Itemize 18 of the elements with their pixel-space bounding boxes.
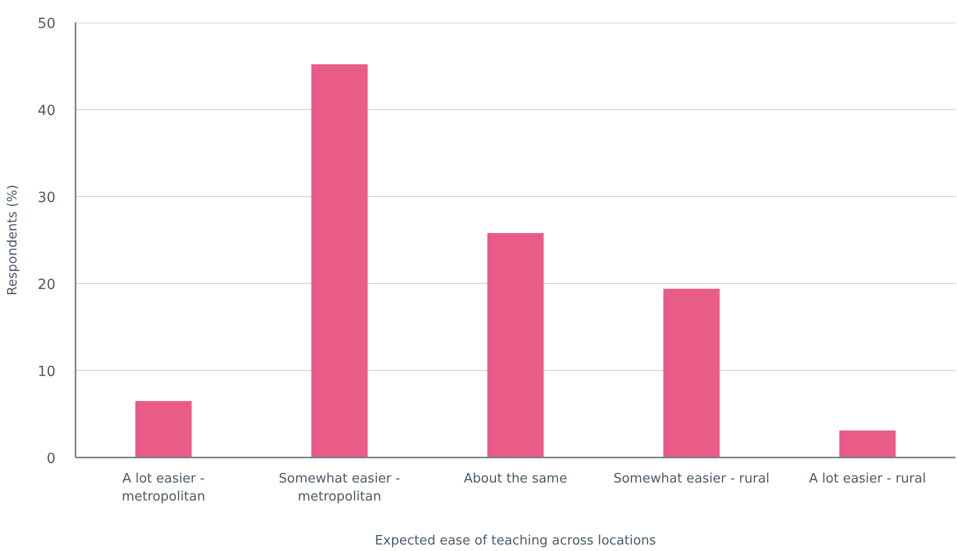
y-tick-label: 50 — [38, 16, 56, 32]
bar — [663, 288, 720, 458]
y-tick-label: 40 — [38, 103, 56, 119]
bar — [135, 400, 192, 458]
x-axis-title: Expected ease of teaching across locations — [374, 534, 656, 548]
bar — [839, 430, 896, 458]
y-tick-label: 20 — [38, 277, 56, 293]
y-tick-label: 0 — [46, 451, 56, 467]
x-tick-label: Somewhat easier - metropolitan — [278, 472, 401, 504]
y-axis-title: Respondents (%) — [6, 184, 21, 296]
x-tick-label: Somewhat easier - rural — [613, 472, 770, 486]
y-tick-label: 10 — [38, 364, 56, 380]
x-tick-label: A lot easier - metropolitan — [122, 472, 206, 504]
x-tick-label: A lot easier - rural — [809, 472, 926, 486]
bar — [487, 233, 544, 458]
x-tick-label: About the same — [464, 472, 568, 486]
y-tick-label: 30 — [38, 190, 56, 206]
bar — [311, 64, 368, 458]
